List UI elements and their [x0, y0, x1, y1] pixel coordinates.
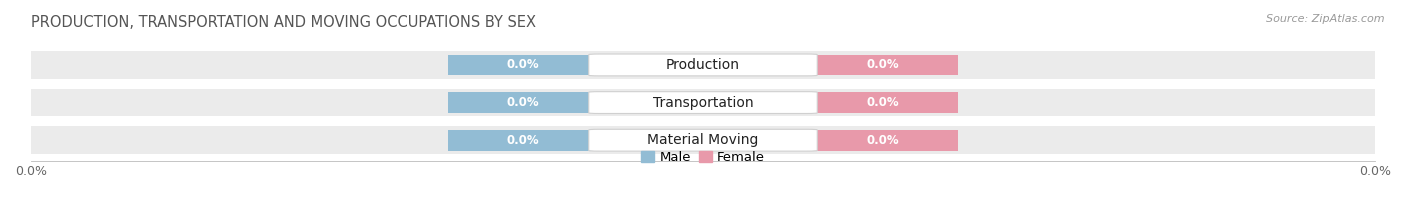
- Bar: [447, 130, 703, 151]
- Text: 0.0%: 0.0%: [508, 96, 540, 109]
- Bar: [447, 92, 703, 113]
- Text: PRODUCTION, TRANSPORTATION AND MOVING OCCUPATIONS BY SEX: PRODUCTION, TRANSPORTATION AND MOVING OC…: [31, 15, 536, 30]
- Bar: [31, 89, 1375, 116]
- Legend: Male, Female: Male, Female: [636, 146, 770, 169]
- Text: 0.0%: 0.0%: [508, 59, 540, 72]
- Text: 0.0%: 0.0%: [866, 96, 898, 109]
- FancyBboxPatch shape: [589, 92, 817, 113]
- Bar: [447, 55, 703, 75]
- Bar: [31, 51, 1375, 79]
- Text: Source: ZipAtlas.com: Source: ZipAtlas.com: [1267, 14, 1385, 24]
- Text: 0.0%: 0.0%: [866, 59, 898, 72]
- FancyBboxPatch shape: [589, 54, 817, 76]
- Bar: [31, 126, 1375, 154]
- Bar: [703, 55, 959, 75]
- Text: Material Moving: Material Moving: [647, 133, 759, 147]
- FancyBboxPatch shape: [589, 129, 817, 151]
- Text: Production: Production: [666, 58, 740, 72]
- Text: Transportation: Transportation: [652, 96, 754, 110]
- Bar: [703, 130, 959, 151]
- Bar: [703, 92, 959, 113]
- Text: 0.0%: 0.0%: [508, 134, 540, 147]
- Text: 0.0%: 0.0%: [866, 134, 898, 147]
